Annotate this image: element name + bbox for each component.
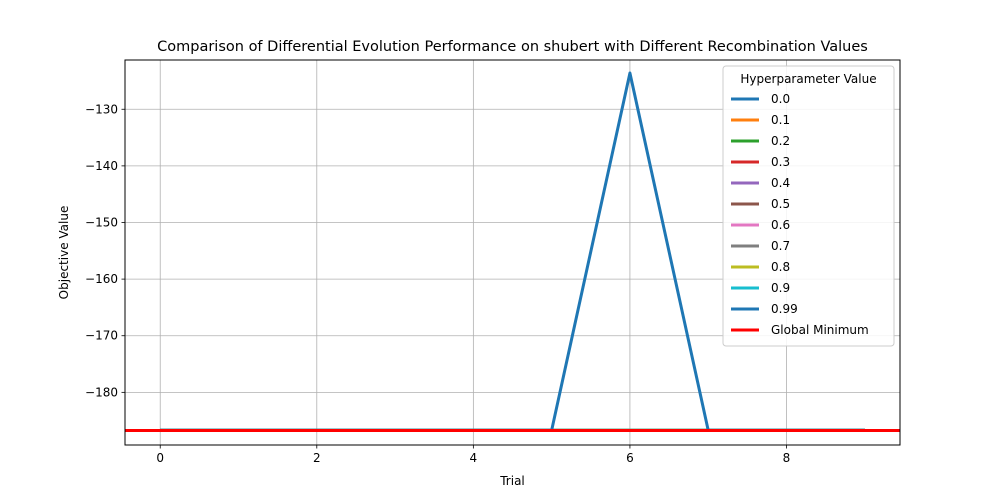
chart-title: Comparison of Differential Evolution Per… bbox=[157, 39, 868, 55]
x-tick-label: 4 bbox=[470, 451, 478, 465]
plot-frame bbox=[124, 59, 901, 446]
y-tick-label: −180 bbox=[85, 385, 118, 399]
legend-title: Hyperparameter Value bbox=[740, 72, 876, 86]
x-tick-label: 8 bbox=[783, 451, 791, 465]
x-tick-label: 0 bbox=[156, 451, 164, 465]
legend-entry-label: 0.9 bbox=[771, 281, 790, 295]
legend-entry-label: Global Minimum bbox=[771, 323, 869, 337]
legend: Hyperparameter Value 0.0 0.1 0.2 0.3 0.4 0.5 0.… bbox=[722, 65, 895, 347]
y-tick-label: −140 bbox=[85, 159, 118, 173]
axis-ticks: 0 2 4 6 8 −180 −170 −160 −150 −140 −130 bbox=[85, 102, 790, 465]
legend-entry-label: 0.4 bbox=[771, 176, 790, 190]
legend-entry-label: 0.6 bbox=[771, 218, 790, 232]
legend-entry-label: 0.0 bbox=[771, 92, 790, 106]
legend-entry-label: 0.3 bbox=[771, 155, 790, 169]
legend-entry-label: 0.7 bbox=[771, 239, 790, 253]
y-tick-label: −160 bbox=[85, 272, 118, 286]
x-tick-label: 2 bbox=[313, 451, 321, 465]
y-axis-label: Objective Value bbox=[57, 206, 71, 300]
legend-entry-label: 0.5 bbox=[771, 197, 790, 211]
legend-entry-label: 0.8 bbox=[771, 260, 790, 274]
x-tick-label: 6 bbox=[626, 451, 634, 465]
legend-entry-label: 0.2 bbox=[771, 134, 790, 148]
legend-box bbox=[722, 65, 895, 347]
y-tick-label: −170 bbox=[85, 329, 118, 343]
x-axis-label: Trial bbox=[499, 474, 525, 488]
legend-entry-label: 0.1 bbox=[771, 113, 790, 127]
y-tick-label: −130 bbox=[85, 102, 118, 116]
y-tick-label: −150 bbox=[85, 215, 118, 229]
legend-entry-label: 0.99 bbox=[771, 302, 798, 316]
